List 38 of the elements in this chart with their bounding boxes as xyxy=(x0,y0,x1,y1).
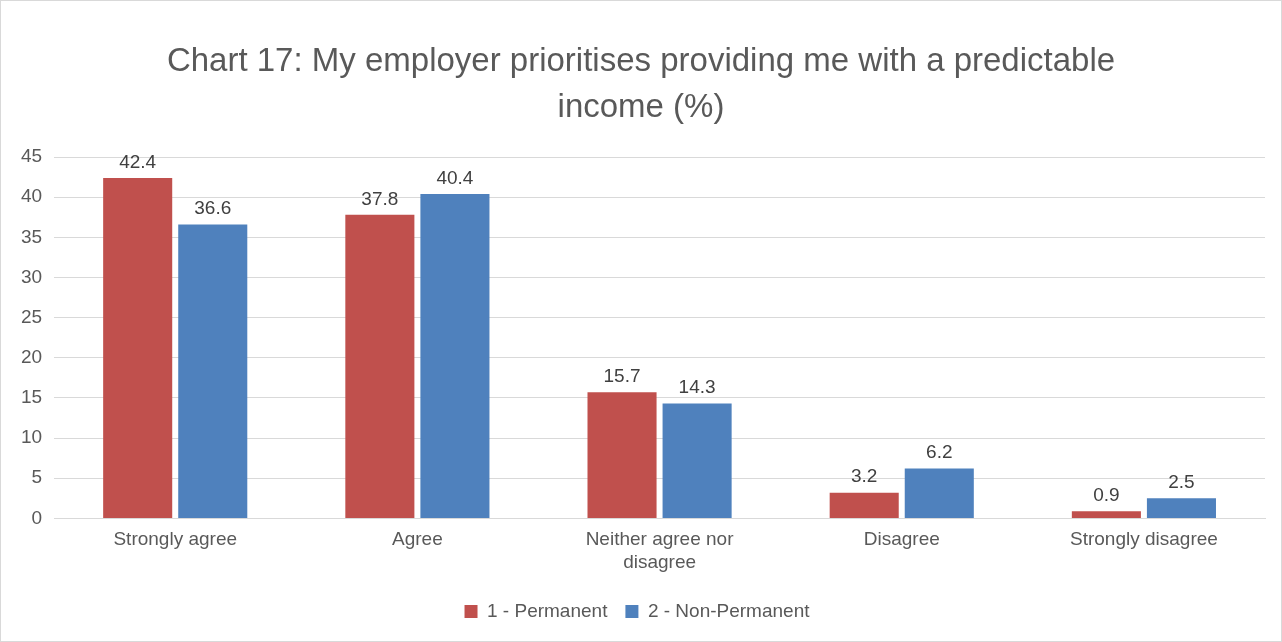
x-tick-label: Strongly disagree xyxy=(1069,528,1218,550)
data-label: 14.3 xyxy=(678,376,716,398)
bar xyxy=(1071,511,1141,518)
y-tick-label: 10 xyxy=(20,426,43,448)
data-label: 0.9 xyxy=(1093,483,1120,505)
x-tick-label: Neither agree nor disagree xyxy=(585,528,735,572)
y-tick-label: 40 xyxy=(20,185,43,207)
bar xyxy=(345,214,415,518)
bar xyxy=(587,392,657,518)
data-label: 15.7 xyxy=(603,365,641,387)
y-tick-label: 30 xyxy=(20,265,43,287)
data-label: 3.2 xyxy=(850,465,878,487)
bar xyxy=(1146,498,1216,518)
data-label: 36.6 xyxy=(194,197,232,219)
bar xyxy=(662,403,732,518)
bar xyxy=(904,468,974,518)
bar xyxy=(103,177,173,518)
data-label: 42.4 xyxy=(119,150,157,172)
data-label: 37.8 xyxy=(361,187,399,209)
y-tick-label: 35 xyxy=(20,225,43,247)
bar xyxy=(420,193,490,518)
data-label: 6.2 xyxy=(926,441,953,463)
y-tick-label: 0 xyxy=(31,506,43,528)
data-label: 2.5 xyxy=(1168,471,1195,493)
y-tick-label: 25 xyxy=(20,305,43,327)
y-tick-label: 20 xyxy=(20,346,43,368)
y-tick-label: 15 xyxy=(20,386,43,408)
x-tick-label: Disagree xyxy=(863,528,940,550)
bar xyxy=(829,492,899,518)
x-tick-label: Agree xyxy=(392,528,443,550)
legend-label: 2 - Non-Permanent xyxy=(647,599,811,621)
x-tick-label: Strongly agree xyxy=(113,528,238,550)
bar xyxy=(178,224,248,518)
data-label: 40.4 xyxy=(436,166,474,188)
chart-title: Chart 17: My employer prioritises providing me with a predictable income (%) xyxy=(165,40,1117,126)
legend-label: 1 - Permanent xyxy=(487,599,609,621)
y-tick-label: 45 xyxy=(20,145,43,167)
y-tick-label: 5 xyxy=(31,466,43,488)
